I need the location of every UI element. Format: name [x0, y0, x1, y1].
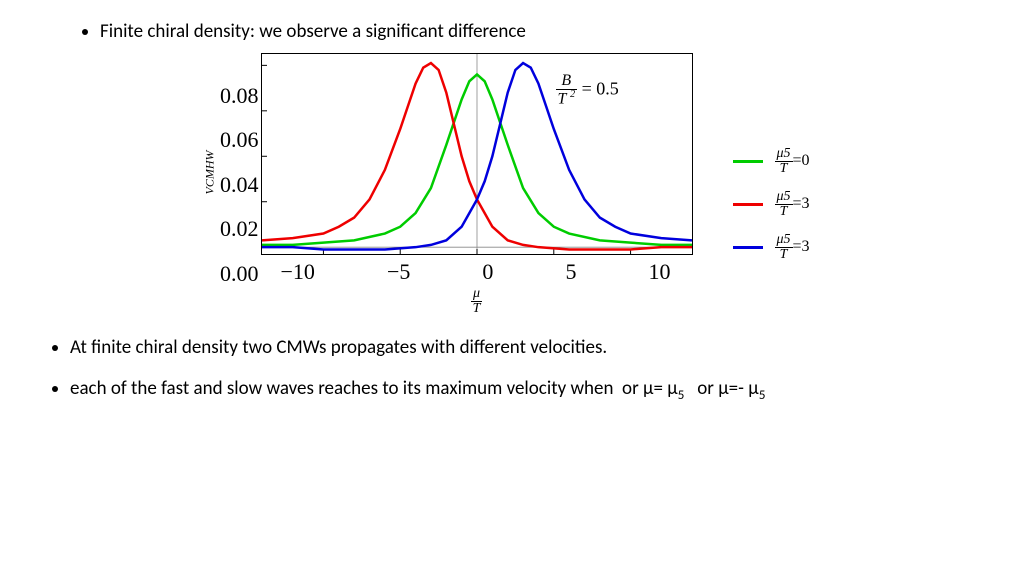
y-ticks: 0.080.060.040.020.00 — [220, 85, 259, 285]
legend-item: μ5T=0 — [733, 147, 810, 176]
bullet-top: Finite chiral density: we observe a sign… — [100, 20, 984, 43]
line-chart — [261, 53, 693, 255]
chart-annotation: BT 2 = 0.5 — [556, 73, 619, 107]
bottom-bullet-list: At finite chiral density two CMWs propag… — [40, 336, 984, 403]
x-axis-label: μT — [261, 287, 693, 316]
y-axis-label: VCMHW — [203, 175, 218, 195]
bullet-bottom-2: each of the fast and slow waves reaches … — [70, 377, 984, 403]
x-ticks: −10−50510 — [261, 255, 691, 285]
top-bullet-list: Finite chiral density: we observe a sign… — [40, 20, 984, 43]
legend-item: μ5T=3 — [733, 190, 810, 219]
chart-container: VCMHW 0.080.060.040.020.00 BT 2 = 0.5 −1… — [200, 53, 984, 316]
legend-item: μ5T=3 — [733, 233, 810, 262]
legend: μ5T=0 μ5T=3 μ5T=3 — [733, 147, 810, 262]
bullet-bottom-1: At finite chiral density two CMWs propag… — [70, 336, 984, 359]
